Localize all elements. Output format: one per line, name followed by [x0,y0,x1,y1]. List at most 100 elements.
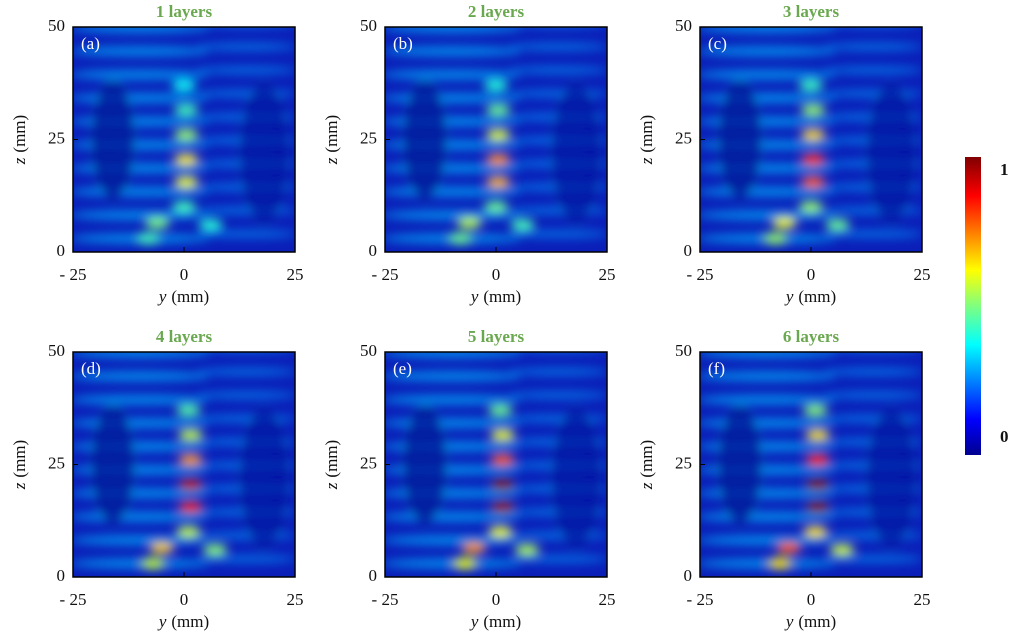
spot [767,557,792,570]
stripe [73,116,210,127]
dark [717,404,762,525]
heatmap [73,27,295,252]
heatmap [385,352,607,577]
stripe [700,186,837,197]
y-axis-unit: (mm) [637,115,656,153]
x-tick-label: - 25 [60,590,87,609]
spot [805,501,830,514]
y-tick-label: 50 [48,16,65,35]
spot [488,404,513,417]
y-axis-label: z (mm) [10,440,29,490]
spot [763,232,788,245]
dark [238,408,289,548]
stripe [508,89,607,98]
y-tick-label: 25 [675,128,692,147]
stripe [196,367,295,376]
stripe [700,394,837,405]
colorbar-max: 1 [1000,160,1009,179]
spot [174,176,199,189]
stripe [73,441,210,452]
x-tick-label: 25 [914,265,931,284]
heatmap [700,352,922,577]
y-tick-label: 0 [57,566,66,585]
stripe [73,418,210,429]
stripe [385,139,522,150]
y-axis-unit: (mm) [322,440,341,478]
stripe [385,371,522,382]
panel-title: 6 layers [783,327,840,346]
x-axis-label: y (mm) [157,612,209,631]
dark [865,408,916,548]
spot [772,216,797,229]
stripe [823,89,922,98]
colorbar-min: 0 [1000,427,1009,446]
spot [799,201,823,213]
heatmap-field [73,352,295,570]
x-axis-var: y [469,287,479,306]
spot [452,557,477,570]
spot [176,526,201,538]
x-tick-label: 25 [599,265,616,284]
x-axis-label: y (mm) [784,287,836,306]
heatmap-field [700,352,922,570]
x-axis-unit: (mm) [171,287,209,306]
dark [717,79,762,200]
x-tick-label: - 25 [687,590,714,609]
y-axis-var: z [10,157,29,165]
heatmap [385,27,607,252]
heatmap-field [73,27,295,245]
dark [550,408,601,548]
stripe [73,464,210,475]
panel-letter: (f) [708,359,725,378]
y-tick-label: 25 [675,453,692,472]
x-tick-label: 0 [180,265,189,284]
stripe [823,66,922,75]
stripe [700,210,837,221]
stripe [508,555,607,563]
x-axis-var: y [784,612,794,631]
stripe [196,42,295,51]
stripe [823,367,922,376]
stripe [385,394,522,405]
dark [402,404,447,525]
panel-title: 3 layers [783,2,840,21]
spot [801,176,826,189]
spot [172,201,196,213]
stripe [385,464,522,475]
spot [484,79,508,92]
stripe [700,46,837,57]
heatmap [73,352,295,577]
dark [238,83,289,223]
spot [830,544,855,556]
y-axis-var: z [10,482,29,490]
heatmap [700,27,922,252]
heatmap-field [700,27,922,245]
stripe [73,69,210,80]
stripe [508,206,607,215]
panel-letter: (d) [81,359,101,378]
y-axis-label: z (mm) [10,115,29,165]
stripe [385,210,522,221]
y-tick-label: 50 [675,341,692,360]
stripe [823,391,922,400]
stripe [823,414,922,423]
stripe [385,418,522,429]
x-axis-unit: (mm) [483,287,521,306]
spot [172,79,196,92]
spot [490,478,515,491]
x-axis-unit: (mm) [171,612,209,631]
stripe [508,531,607,540]
dark [90,404,135,525]
stripe [700,352,837,358]
stripe [823,531,922,540]
spot [198,219,223,231]
colorbar [965,157,981,455]
spot [174,104,199,117]
panel-letter: (b) [393,34,413,53]
x-axis-var: y [469,612,479,631]
x-tick-label: 25 [287,265,304,284]
stripe [73,27,210,33]
